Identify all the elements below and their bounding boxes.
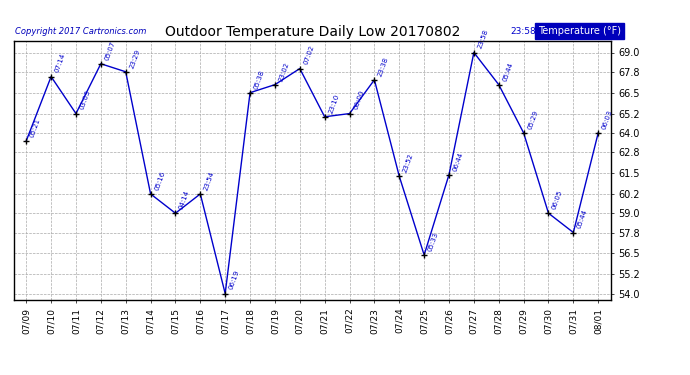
- Text: 23:02: 23:02: [277, 61, 290, 82]
- Text: 23:54: 23:54: [203, 170, 215, 191]
- Text: 05:29: 05:29: [526, 109, 539, 130]
- Text: 05:44: 05:44: [502, 61, 514, 82]
- Text: 23:38: 23:38: [377, 56, 390, 77]
- Text: 06:03: 06:03: [601, 109, 613, 130]
- Text: 23:10: 23:10: [328, 93, 340, 114]
- Text: 23:52: 23:52: [402, 153, 415, 174]
- Text: 06:19: 06:19: [228, 270, 241, 291]
- Text: 06:05: 06:05: [551, 189, 564, 210]
- Text: Temperature (°F): Temperature (°F): [538, 26, 621, 36]
- Text: 05:07: 05:07: [104, 40, 116, 61]
- Text: Copyright 2017 Cartronics.com: Copyright 2017 Cartronics.com: [15, 27, 146, 36]
- Title: Outdoor Temperature Daily Low 20170802: Outdoor Temperature Daily Low 20170802: [164, 25, 460, 39]
- Text: 05:33: 05:33: [427, 231, 440, 252]
- Text: 23:29: 23:29: [128, 48, 141, 69]
- Text: 07:02: 07:02: [303, 45, 315, 66]
- Text: 00:00: 00:00: [353, 90, 365, 111]
- Text: 03:03: 03:03: [79, 90, 91, 111]
- Text: 05:16: 05:16: [153, 170, 166, 191]
- Text: 05:38: 05:38: [253, 69, 266, 90]
- Text: 05:21: 05:21: [29, 117, 41, 138]
- Text: 07:14: 07:14: [54, 53, 66, 74]
- Text: 23:58: 23:58: [511, 27, 536, 36]
- Text: 05:44: 05:44: [576, 209, 589, 230]
- Text: 06:44: 06:44: [452, 151, 464, 172]
- Text: 04:14: 04:14: [178, 189, 190, 210]
- Text: 23:58: 23:58: [477, 29, 489, 50]
